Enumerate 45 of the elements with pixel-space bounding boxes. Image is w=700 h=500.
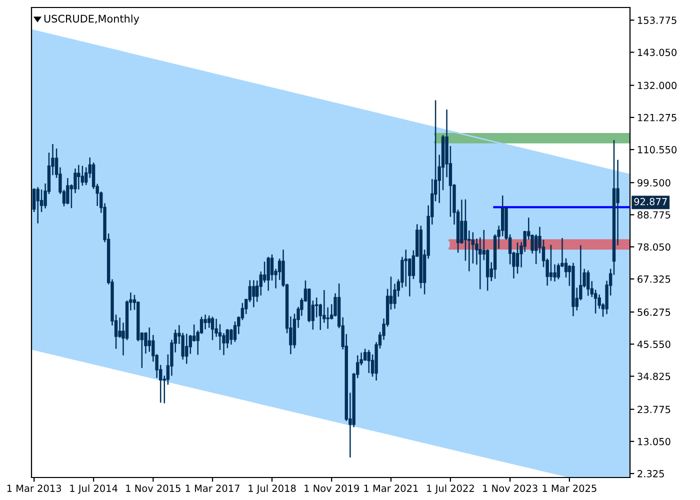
candlestick — [66, 178, 70, 204]
y-tick-label: 132.000 — [638, 82, 677, 90]
candlestick — [84, 167, 88, 186]
candlestick — [367, 350, 370, 374]
y-tick-label: 34.825 — [638, 372, 670, 380]
y-tick-label: 2.325 — [638, 470, 664, 478]
x-tick-label: 1 Mar 2017 — [186, 484, 240, 492]
candlestick — [80, 166, 84, 186]
x-tick-label: 1 Nov 2019 — [304, 484, 359, 492]
y-tick-label: 67.325 — [638, 275, 670, 283]
candlestick — [404, 250, 408, 287]
y-tick-label: 121.275 — [638, 114, 676, 122]
y-tick-label: 153.775 — [638, 16, 676, 24]
candlestick — [262, 262, 266, 283]
candlestick — [207, 316, 211, 328]
y-tick-label: 13.050 — [638, 438, 670, 446]
x-tick-label: 1 Jul 2014 — [70, 484, 118, 494]
x-tick-label: 1 Mar 2021 — [364, 484, 418, 492]
y-tick-label: 143.050 — [638, 48, 677, 56]
y-tick-label: 23.775 — [638, 406, 670, 414]
y-tick-label: 78.050 — [638, 243, 670, 251]
candlestick — [118, 318, 122, 338]
candlestick — [185, 334, 188, 364]
x-tick-label: 1 Nov 2023 — [483, 484, 538, 492]
x-tick-label: 1 Jul 2022 — [427, 484, 474, 494]
candlestick — [266, 256, 270, 291]
y-tick-label: 88.775 — [638, 211, 670, 219]
y-tick-label: 56.275 — [638, 308, 670, 316]
y-tick-label: 45.550 — [637, 340, 670, 348]
text: USCRUDE,Monthly — [44, 14, 140, 25]
x-tick-label: 1 Mar 2013 — [7, 484, 62, 492]
candlestick — [36, 187, 40, 224]
candlestick — [549, 244, 553, 281]
x-tick-label: 1 Nov 2015 — [126, 484, 180, 492]
candlestick — [210, 316, 214, 340]
candlestick — [77, 164, 80, 190]
candlestick — [478, 237, 482, 290]
x-tick-label: 1 Jul 2018 — [248, 484, 296, 494]
candlestick — [252, 280, 256, 308]
candlestick — [516, 242, 520, 274]
y-tick-label: 110.550 — [638, 146, 677, 154]
candlestick — [586, 270, 590, 296]
annotation: 92.877 — [634, 198, 667, 206]
y-tick-label: 99.500 — [638, 179, 670, 186]
x-tick-label: 1 Mar 2025 — [542, 484, 596, 492]
